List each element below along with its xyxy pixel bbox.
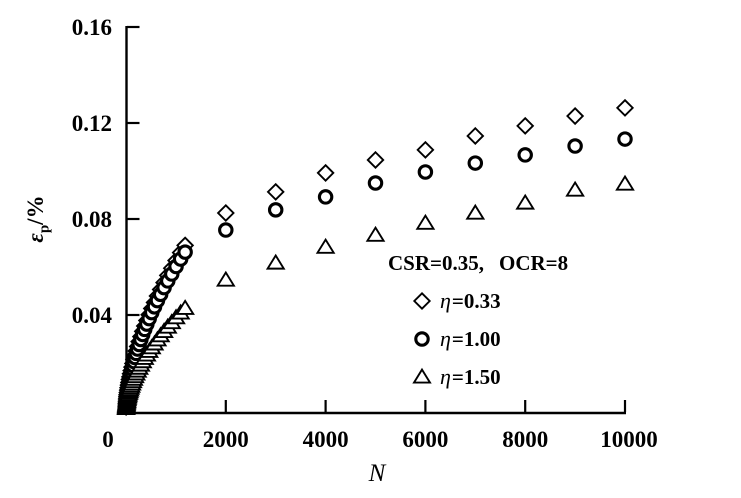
legend-item-label: η=1.00 <box>440 326 501 352</box>
diamond-data-point <box>615 98 635 117</box>
y-tick-label: 0.04 <box>72 303 113 328</box>
eta-symbol: η <box>440 288 451 313</box>
triangle-data-point <box>615 174 635 191</box>
eta-value: =0.33 <box>451 289 501 313</box>
eta-symbol: η <box>440 364 451 389</box>
circle-marker-icon <box>414 331 430 347</box>
y-tick-label: 0.16 <box>72 15 112 40</box>
triangle-data-point <box>215 270 236 287</box>
triangle-data-point <box>265 253 286 270</box>
circle-data-point <box>267 202 284 218</box>
x-tick-label: 2000 <box>203 427 249 452</box>
circle-data-point <box>617 131 633 147</box>
legend-item-label: η=0.33 <box>440 288 501 314</box>
y-axis-title: εp/% <box>23 175 53 263</box>
circle-data-point <box>517 147 533 163</box>
diamond-data-point <box>416 140 435 159</box>
triangle-data-point <box>515 193 536 210</box>
triangle-data-point <box>565 180 585 197</box>
epsilon-subscript: p <box>36 224 53 234</box>
x-axis-title: N <box>368 460 387 487</box>
legend: CSR=0.35, OCR=8 η=0.33 η=1.00 η=1.50 <box>388 251 638 396</box>
diamond-data-point <box>266 182 285 201</box>
x-tick-label: 6000 <box>402 427 448 452</box>
diamond-marker-icon <box>412 291 432 311</box>
legend-item-eta-100: η=1.00 <box>409 326 501 352</box>
y-tick-label: 0.12 <box>72 111 112 136</box>
circle-data-point <box>467 155 484 171</box>
circle-data-point <box>177 244 193 260</box>
triangle-data-point <box>365 225 386 242</box>
diamond-data-point <box>516 116 535 135</box>
circle-data-point <box>567 138 583 154</box>
eta-value: =1.50 <box>451 365 501 389</box>
x-tick-label: 10000 <box>600 427 658 452</box>
legend-item-label: η=1.50 <box>440 364 501 390</box>
diamond-data-point <box>216 203 235 223</box>
circle-data-point <box>367 175 384 191</box>
epsilon-symbol: ε <box>23 233 48 243</box>
eta-value: =1.00 <box>451 327 501 351</box>
y-tick-label: 0.08 <box>72 207 112 232</box>
circle-data-point <box>317 189 334 205</box>
circle-data-point <box>218 222 234 238</box>
diamond-data-point <box>366 150 385 170</box>
circle-data-point <box>417 164 434 180</box>
x-tick-label: 8000 <box>502 427 548 452</box>
diamond-data-point <box>466 126 485 146</box>
legend-item-eta-150: η=1.50 <box>409 364 501 390</box>
diamond-data-point <box>316 163 335 182</box>
triangle-marker-icon <box>412 367 432 384</box>
x-tick-label: 4000 <box>303 427 349 452</box>
triangle-data-point <box>465 203 486 220</box>
diamond-data-point <box>566 106 585 126</box>
triangle-data-point <box>415 213 436 230</box>
triangle-data-point <box>175 299 195 315</box>
x-tick-label: 0 <box>102 427 114 452</box>
legend-title-csr: CSR=0.35, <box>388 251 484 275</box>
legend-title-ocr: OCR=8 <box>498 251 569 275</box>
triangle-data-point <box>315 237 336 254</box>
y-axis-unit: /% <box>23 195 48 225</box>
legend-title: CSR=0.35, OCR=8 <box>388 251 638 276</box>
legend-item-eta-033: η=0.33 <box>409 288 501 314</box>
eta-symbol: η <box>440 326 451 351</box>
